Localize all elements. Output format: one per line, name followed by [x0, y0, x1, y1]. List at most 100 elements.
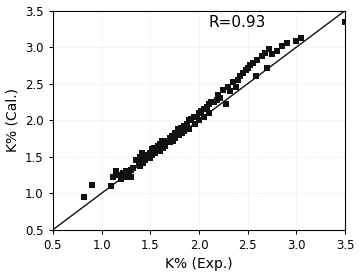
Point — [123, 169, 129, 174]
Point — [172, 136, 177, 141]
Point — [162, 143, 168, 148]
Point — [262, 51, 268, 55]
Point — [208, 100, 213, 104]
Point — [264, 65, 270, 70]
Point — [198, 109, 204, 114]
Point — [225, 85, 231, 89]
Point — [120, 175, 126, 179]
Point — [165, 138, 171, 143]
Point — [128, 175, 134, 179]
Point — [243, 68, 249, 73]
Point — [206, 111, 212, 115]
Point — [159, 138, 165, 143]
Point — [144, 156, 149, 160]
Point — [279, 43, 285, 48]
Point — [133, 158, 139, 163]
Point — [194, 114, 200, 119]
Point — [184, 122, 190, 126]
Point — [220, 87, 226, 92]
Point — [206, 102, 212, 106]
Point — [192, 122, 198, 126]
Point — [230, 80, 236, 84]
Point — [253, 74, 258, 79]
Point — [81, 195, 87, 199]
Point — [155, 143, 161, 148]
Point — [181, 129, 187, 134]
Point — [125, 173, 131, 177]
Point — [233, 85, 239, 89]
Point — [179, 125, 184, 130]
Point — [152, 151, 158, 155]
Point — [298, 36, 304, 40]
Point — [145, 153, 151, 158]
Point — [177, 133, 183, 137]
Point — [235, 78, 241, 82]
Point — [116, 173, 122, 177]
Point — [169, 134, 175, 138]
Y-axis label: K% (Cal.): K% (Cal.) — [5, 88, 19, 152]
Point — [172, 131, 177, 135]
Point — [188, 117, 194, 121]
Point — [120, 171, 126, 175]
Point — [201, 107, 207, 111]
Point — [177, 129, 183, 134]
Point — [260, 54, 265, 58]
Point — [181, 124, 187, 128]
Point — [196, 111, 202, 115]
Point — [217, 96, 223, 101]
Point — [149, 147, 155, 152]
Point — [186, 118, 192, 122]
Point — [140, 160, 146, 165]
Point — [245, 65, 251, 70]
Point — [89, 182, 95, 187]
Point — [250, 61, 256, 65]
Point — [293, 39, 299, 43]
Point — [227, 89, 233, 93]
Point — [247, 63, 253, 68]
Point — [196, 118, 202, 122]
Point — [167, 140, 172, 144]
Point — [224, 102, 229, 106]
Point — [149, 153, 155, 158]
Point — [143, 158, 148, 163]
Point — [167, 136, 172, 141]
Point — [191, 114, 197, 119]
Point — [130, 166, 136, 170]
Point — [136, 160, 141, 165]
Text: R=0.93: R=0.93 — [209, 15, 266, 30]
Point — [110, 175, 116, 179]
Point — [157, 149, 163, 153]
Point — [143, 155, 148, 159]
Point — [147, 151, 153, 155]
Point — [108, 184, 114, 188]
Point — [269, 52, 275, 57]
Point — [128, 168, 134, 172]
Point — [157, 141, 163, 146]
Point — [138, 163, 143, 168]
Point — [274, 48, 280, 53]
Point — [211, 100, 216, 104]
Point — [201, 114, 207, 119]
Point — [255, 58, 260, 63]
Point — [126, 175, 132, 179]
Point — [151, 146, 157, 150]
Point — [138, 155, 143, 159]
Point — [216, 93, 221, 97]
Point — [162, 138, 168, 143]
Point — [113, 169, 119, 174]
Point — [180, 131, 185, 135]
Point — [126, 171, 132, 175]
Point — [118, 176, 124, 181]
Point — [284, 41, 289, 46]
Point — [266, 46, 272, 51]
Point — [160, 146, 166, 150]
Point — [240, 70, 246, 75]
Point — [204, 105, 210, 109]
Point — [237, 74, 243, 79]
X-axis label: K% (Exp.): K% (Exp.) — [165, 257, 233, 271]
Point — [213, 98, 219, 102]
Point — [152, 149, 158, 153]
Point — [140, 151, 145, 155]
Point — [175, 127, 180, 131]
Point — [147, 156, 153, 160]
